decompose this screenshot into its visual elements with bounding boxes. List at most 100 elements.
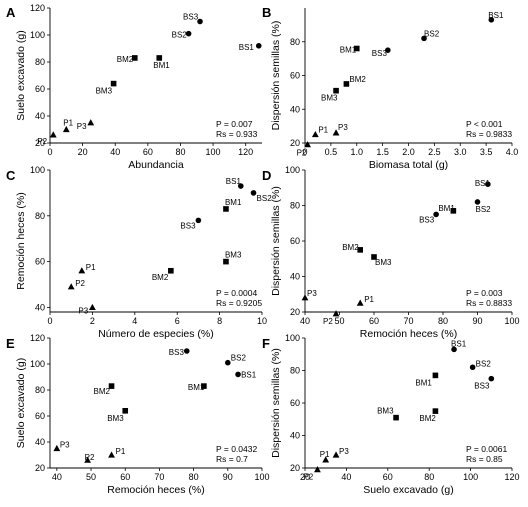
y-tick-label: 80	[290, 366, 300, 376]
data-point-circle	[421, 35, 427, 42]
x-tick-label: 120	[238, 147, 253, 157]
x-tick-label: 80	[424, 472, 434, 482]
data-point-square	[353, 45, 360, 52]
data-point-triangle	[53, 444, 61, 452]
stat-label: P < 0.001	[466, 119, 503, 129]
y-tick-label: 40	[290, 104, 300, 114]
data-point-label: P3	[60, 441, 70, 450]
data-point-square	[108, 383, 115, 389]
data-point-triangle	[49, 131, 57, 138]
data-point-label: BM3	[225, 251, 242, 260]
data-point-label: P1	[364, 295, 374, 304]
y-axis-label: Suelo excavado (g)	[15, 358, 27, 448]
x-axis-label: Remoción heces (%)	[360, 328, 457, 340]
x-tick-label: 4	[132, 316, 137, 326]
y-tick-label: 60	[290, 398, 300, 408]
y-tick-label: 100	[285, 333, 300, 343]
data-point-circle	[225, 359, 231, 366]
stat-label: P = 0.003	[466, 288, 503, 298]
data-point-square	[201, 383, 207, 389]
data-point-label: BS1	[241, 370, 257, 379]
x-axis-label: Biomasa total (g)	[369, 159, 448, 171]
y-axis-label: Dispersión semillas (%)	[270, 186, 282, 296]
y-tick-label: 60	[35, 84, 45, 94]
x-tick-label: 50	[334, 316, 344, 326]
data-point-label: BM1	[188, 383, 205, 392]
data-point-label: BS1	[239, 43, 255, 52]
y-tick-label: 60	[35, 257, 45, 267]
y-tick-label: 60	[35, 411, 45, 421]
data-point-circle	[255, 43, 262, 49]
panel-letter: A	[6, 5, 16, 20]
stat-label: Rs = 0.8833	[466, 298, 512, 308]
data-point-label: BM3	[107, 414, 124, 423]
data-point-triangle	[311, 130, 319, 138]
data-point-circle	[238, 183, 244, 189]
y-tick-label: 20	[290, 307, 300, 317]
y-tick-label: 20	[290, 138, 300, 148]
y-tick-label: 80	[35, 211, 45, 221]
data-point-label: BM1	[225, 198, 242, 207]
data-point-circle	[451, 346, 457, 353]
data-point-label: P1	[318, 126, 328, 135]
data-point-square	[223, 258, 229, 265]
data-point-label: P1	[320, 450, 330, 459]
data-point-label: BS1	[488, 11, 504, 20]
data-point-label: BS3	[169, 348, 185, 357]
y-tick-label: 100	[30, 359, 45, 369]
data-point-circle	[488, 375, 495, 382]
data-point-circle	[488, 17, 495, 23]
y-axis-label: Dispersión semillas (%)	[270, 21, 282, 131]
y-tick-label: 60	[290, 236, 300, 246]
data-point-square	[432, 372, 439, 379]
data-point-triangle	[62, 125, 70, 133]
data-point-triangle	[108, 451, 115, 458]
x-tick-label: 100	[254, 472, 269, 482]
x-tick-label: 4.0	[506, 147, 519, 157]
data-point-circle	[197, 18, 203, 25]
y-tick-label: 120	[30, 333, 45, 343]
data-point-circle	[183, 348, 190, 354]
y-tick-label: 40	[35, 302, 45, 312]
y-tick-label: 20	[290, 463, 300, 473]
data-point-triangle	[356, 299, 364, 306]
x-tick-label: 60	[120, 472, 130, 482]
x-tick-label: 50	[86, 472, 96, 482]
data-point-circle	[185, 30, 192, 37]
x-tick-label: 60	[383, 472, 393, 482]
data-point-label: BM3	[321, 94, 338, 103]
x-tick-label: 90	[223, 472, 233, 482]
y-tick-label: 40	[35, 111, 45, 121]
x-tick-label: 80	[438, 316, 448, 326]
data-point-label: BM3	[375, 258, 392, 267]
x-tick-label: 2.5	[428, 147, 441, 157]
data-point-label: BM3	[96, 87, 113, 96]
data-point-label: BS1	[475, 179, 491, 188]
data-point-triangle	[314, 466, 321, 473]
panel-letter: B	[262, 5, 271, 20]
stat-label: Rs = 0.85	[466, 454, 503, 464]
y-axis-label: Remoción heces (%)	[15, 192, 27, 289]
data-point-label: BM1	[340, 46, 357, 55]
x-tick-label: 40	[52, 472, 62, 482]
data-point-label: BM1	[153, 61, 170, 70]
data-point-circle	[195, 217, 202, 224]
data-point-label: BS3	[180, 221, 196, 230]
x-tick-label: 60	[369, 316, 379, 326]
data-point-label: BM2	[349, 75, 366, 84]
x-tick-label: 80	[175, 147, 185, 157]
data-point-triangle	[89, 303, 96, 311]
y-tick-label: 100	[285, 165, 300, 175]
x-tick-label: 100	[504, 316, 519, 326]
x-tick-label: 40	[341, 472, 351, 482]
stat-label: Rs = 0.9205	[216, 298, 262, 308]
data-point-label: BM3	[377, 407, 394, 416]
data-point-square	[371, 254, 377, 260]
y-tick-label: 120	[30, 3, 45, 13]
data-point-label: BS1	[451, 339, 467, 348]
data-point-circle	[469, 364, 476, 371]
data-point-square	[333, 87, 339, 94]
y-tick-label: 100	[30, 30, 45, 40]
stat-label: Rs = 0.7	[216, 454, 248, 464]
data-point-label: P3	[78, 306, 88, 315]
